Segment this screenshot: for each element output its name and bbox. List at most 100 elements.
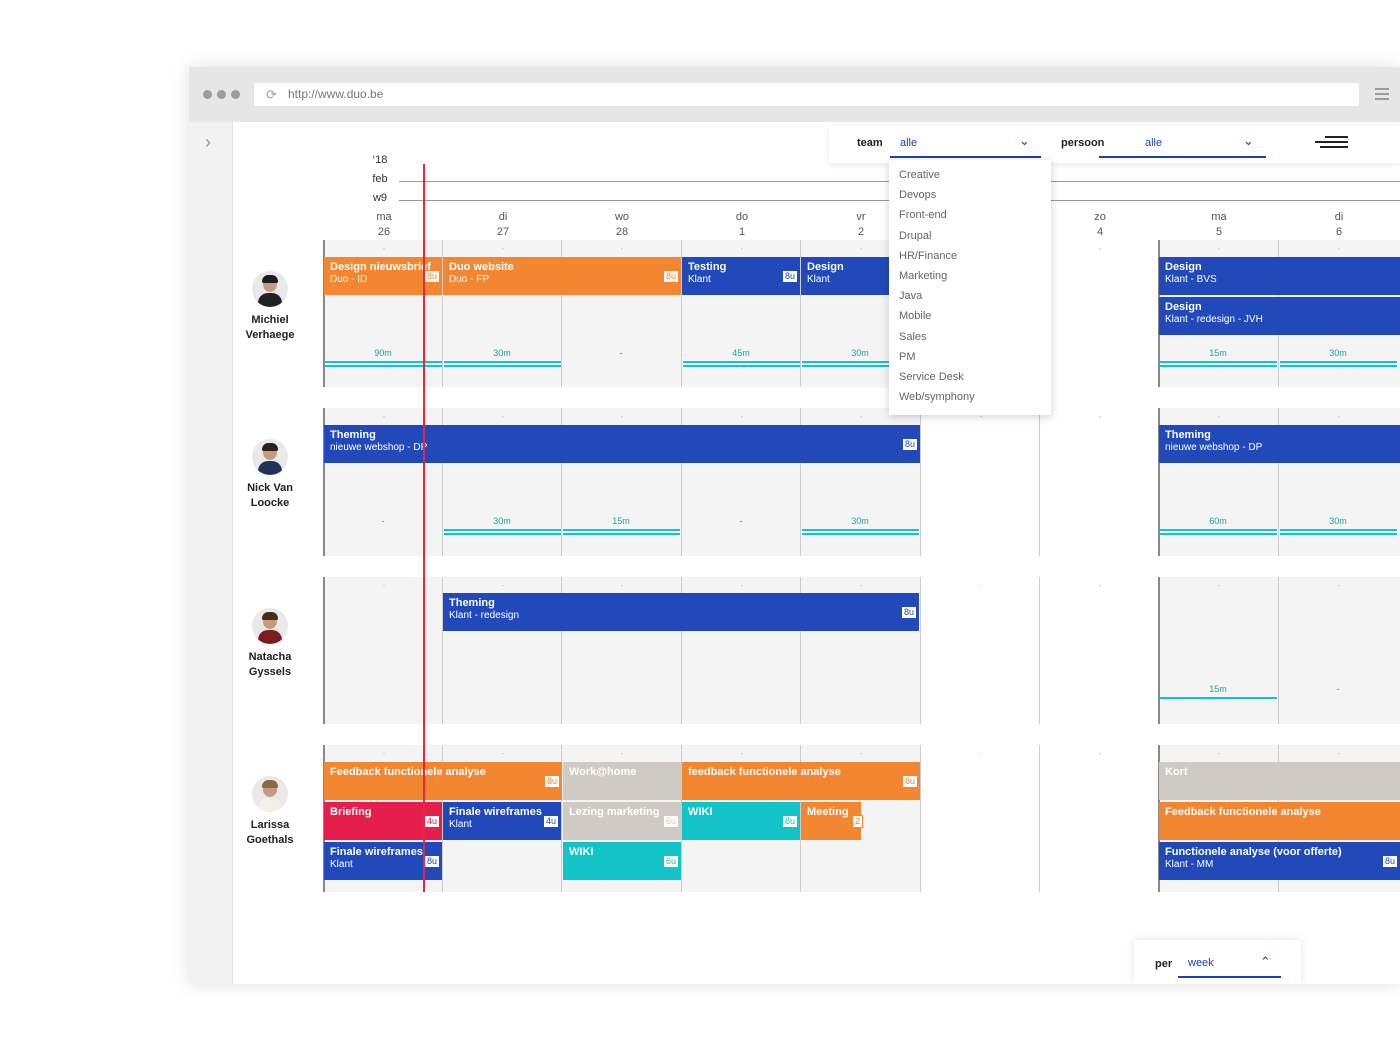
task-block[interactable]: Design Klant - redesign - JVH	[1159, 297, 1400, 335]
day-separator	[561, 240, 562, 387]
weekend-cell	[1040, 408, 1159, 556]
team-option[interactable]: Devops	[899, 189, 937, 202]
day-number: 28	[615, 226, 629, 238]
avatar[interactable]	[252, 271, 288, 307]
window-dot-maximize[interactable]	[231, 90, 240, 99]
person-name: Natacha Gyssels	[229, 650, 311, 680]
task-block[interactable]: Feedback functionele analyse	[324, 762, 562, 800]
tick-dash: -	[1098, 412, 1102, 421]
task-title: Theming	[449, 597, 495, 609]
task-block[interactable]: Design Klant	[801, 257, 891, 295]
task-block[interactable]: Design Klant - BVS	[1159, 257, 1400, 295]
team-option[interactable]: Drupal	[899, 229, 932, 242]
person-select[interactable]: alle	[1145, 137, 1163, 149]
tick-dash: -	[620, 244, 624, 253]
task-block[interactable]: feedback functionele analyse	[682, 762, 920, 800]
person-card[interactable]: Natacha Gyssels	[229, 608, 311, 680]
tick-dash: -	[382, 244, 386, 253]
person-card[interactable]: Michiel Verhaege	[229, 271, 311, 343]
task-block[interactable]: Feedback functionele analyse	[1159, 802, 1400, 840]
task-block[interactable]: Work@home	[563, 762, 681, 800]
task-block[interactable]: Testing Klant	[682, 257, 800, 295]
utilization-bar	[1280, 365, 1397, 367]
task-block[interactable]: WIKI	[563, 842, 681, 880]
utilization-bar	[1160, 533, 1277, 535]
day-separator	[681, 240, 682, 387]
tick-dash: -	[382, 749, 386, 758]
team-option[interactable]: Java	[899, 290, 923, 303]
team-option[interactable]: Creative	[899, 169, 940, 181]
task-block[interactable]: Functionele analyse (voor offerte) Klant …	[1159, 842, 1400, 880]
day-number: 5	[1215, 226, 1223, 238]
task-title: Feedback functionele analyse	[1165, 806, 1321, 818]
chevron-down-icon[interactable]: ⌄	[1019, 133, 1030, 148]
team-option[interactable]: Web/symphony	[899, 391, 975, 404]
chevron-up-icon[interactable]: ⌃	[1260, 954, 1271, 969]
chevron-right-icon[interactable]: ›	[205, 132, 211, 152]
hours-badge: 8u	[782, 815, 799, 828]
task-block[interactable]: Kort	[1159, 762, 1400, 800]
task-subtitle: nieuwe webshop - DP	[330, 442, 428, 453]
team-option[interactable]: Service Desk	[899, 370, 964, 383]
avatar[interactable]	[252, 439, 288, 475]
team-option[interactable]: Sales	[899, 330, 927, 343]
task-block[interactable]: Meeting	[801, 802, 861, 840]
utilization-label: 30m	[851, 516, 869, 526]
browser-menu-icon[interactable]	[1375, 88, 1389, 101]
utilization-bar	[1280, 361, 1397, 363]
hours-badge: 8u	[424, 270, 441, 283]
refresh-icon[interactable]: ⟳	[266, 87, 277, 102]
task-block[interactable]: Finale wireframes Klant	[324, 842, 442, 880]
team-option[interactable]: Marketing	[899, 269, 948, 282]
day-separator	[323, 408, 325, 556]
tick-dash: -	[1337, 412, 1341, 421]
hours-badge: 8u	[544, 775, 561, 788]
task-block[interactable]: Duo website Duo - FP	[443, 257, 681, 295]
tick-dash: -	[859, 244, 863, 253]
avatar[interactable]	[252, 776, 288, 812]
team-select[interactable]: alle	[900, 137, 918, 149]
weekend-cell	[921, 745, 1040, 892]
current-time-line	[423, 164, 425, 892]
team-option[interactable]: Mobile	[899, 310, 932, 323]
task-block[interactable]: Finale wireframes Klant	[443, 802, 561, 840]
day-separator	[920, 408, 921, 556]
browser-chrome: ⟳ http://www.duo.be	[189, 67, 1400, 122]
chevron-down-icon[interactable]: ⌄	[1243, 133, 1254, 148]
person-card[interactable]: Nick Van Loocke	[229, 439, 311, 511]
task-block[interactable]: WIKI	[682, 802, 800, 840]
task-block[interactable]: Theming nieuwe webshop - DP	[324, 425, 920, 463]
period-select[interactable]: week	[1188, 957, 1214, 969]
tick-dash: -	[859, 581, 863, 590]
tick-dash: -	[979, 749, 983, 758]
url-text[interactable]: http://www.duo.be	[288, 87, 384, 101]
menu-icon[interactable]	[1315, 136, 1348, 150]
task-block[interactable]: Design nieuwsbrief Duo - ID	[324, 257, 442, 295]
task-block[interactable]: Briefing	[324, 802, 442, 840]
day-number: 4	[1096, 226, 1104, 238]
collapsed-sidebar: ›	[189, 122, 233, 984]
team-option[interactable]: Front-end	[899, 209, 947, 222]
address-bar[interactable]: ⟳ http://www.duo.be	[254, 83, 1359, 106]
task-block[interactable]: Lezing marketing	[563, 802, 681, 840]
utilization-bar	[683, 361, 800, 363]
utilization-bar	[1280, 533, 1397, 535]
tick-dash: -	[740, 412, 744, 421]
person-card[interactable]: Larissa Goethals	[229, 776, 311, 848]
avatar[interactable]	[252, 608, 288, 644]
tick-dash: -	[1098, 581, 1102, 590]
window-dot-minimize[interactable]	[217, 90, 226, 99]
window-dot-close[interactable]	[203, 90, 212, 99]
day-separator	[323, 240, 325, 387]
tick-dash: -	[501, 412, 505, 421]
day-name: wo	[614, 211, 630, 223]
task-title: WIKI	[569, 846, 594, 858]
task-block[interactable]: Theming Klant - redesign	[443, 593, 919, 631]
team-option[interactable]: HR/Finance	[899, 249, 958, 262]
task-block[interactable]: Theming nieuwe webshop - DP	[1159, 425, 1400, 463]
task-subtitle: Klant	[449, 819, 472, 830]
utilization-label: 15m	[1209, 684, 1227, 694]
person-first-name: Larissa	[250, 819, 290, 831]
person-first-name: Michiel	[251, 314, 289, 326]
team-option[interactable]: PM	[899, 350, 916, 363]
